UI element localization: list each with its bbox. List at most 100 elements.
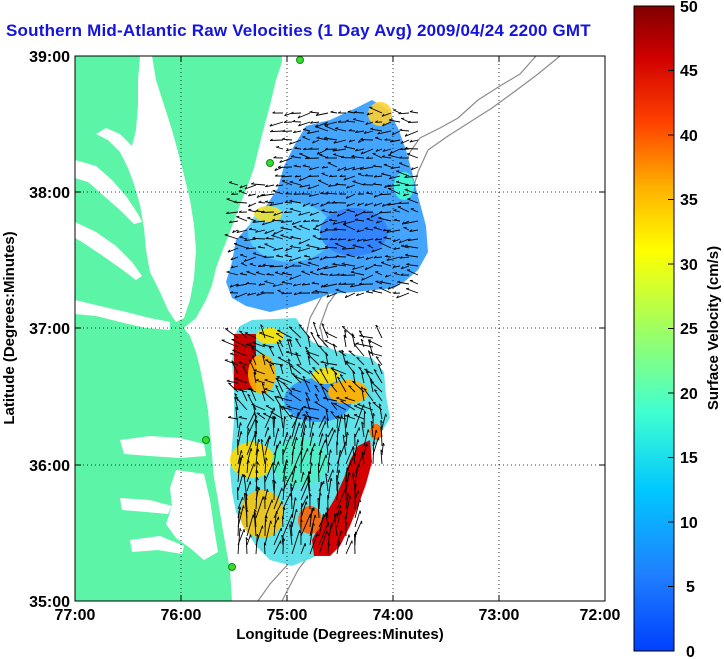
velocity-vector-head	[241, 389, 245, 393]
velocity-vector	[318, 449, 322, 465]
velocity-vector-head	[235, 396, 239, 399]
velocity-vector	[325, 192, 338, 195]
velocity-vector	[326, 417, 329, 429]
velocity-vector	[308, 193, 320, 197]
velocity-vector	[317, 179, 329, 186]
velocity-vector-head	[309, 212, 313, 216]
velocity-vector-head	[354, 433, 357, 437]
velocity-vector	[396, 170, 410, 177]
velocity-vector-head	[298, 212, 302, 216]
albemarle-sound	[120, 436, 206, 458]
velocity-vector	[381, 112, 392, 117]
velocity-vector	[347, 238, 356, 242]
velocity-vector	[324, 137, 338, 141]
velocity-vector-head	[317, 532, 319, 536]
velocity-vector-head	[234, 396, 238, 400]
velocity-vector-head	[240, 450, 243, 454]
velocity-vector	[367, 350, 374, 366]
velocity-vector	[229, 220, 239, 224]
velocity-vector	[282, 493, 291, 510]
velocity-vector	[409, 280, 419, 285]
velocity-vector-head	[238, 361, 242, 363]
velocity-vector-head	[335, 288, 339, 291]
velocity-vector-head	[247, 393, 251, 397]
velocity-vector-head	[272, 218, 276, 221]
velocity-vector-head	[397, 280, 401, 283]
velocity-vector-head	[366, 112, 370, 116]
velocity-vector-head	[340, 530, 343, 534]
velocity-vector-head	[265, 184, 268, 188]
velocity-vector	[310, 202, 320, 207]
velocity-vector	[352, 180, 365, 186]
velocity-vector	[249, 228, 257, 231]
velocity-vector	[330, 402, 338, 411]
velocity-vector-head	[242, 473, 244, 478]
velocity-vector-head	[325, 156, 329, 159]
velocity-vector-head	[294, 174, 298, 178]
velocity-vector	[273, 247, 284, 251]
velocity-vector-head	[384, 254, 388, 257]
velocity-vector-head	[326, 417, 330, 421]
velocity-vector-head	[299, 530, 301, 534]
velocity-vector-head	[372, 412, 375, 416]
velocity-vector	[239, 236, 248, 240]
velocity-vector	[253, 372, 257, 384]
velocity-vector-head	[340, 155, 344, 158]
velocity-vector-head	[373, 203, 377, 207]
velocity-vector	[309, 432, 314, 447]
velocity-vector-head	[390, 139, 393, 143]
velocity-vector-head	[312, 421, 315, 425]
velocity-vector	[363, 238, 374, 242]
velocity-vector	[385, 274, 392, 278]
velocity-vector-head	[363, 130, 367, 134]
velocity-vector-head	[289, 338, 292, 342]
velocity-vector-head	[282, 448, 285, 453]
velocity-vector-head	[319, 383, 323, 386]
velocity-vector-head	[302, 471, 305, 476]
velocity-vector-head	[281, 291, 285, 295]
velocity-vector	[389, 175, 401, 180]
velocity-vector	[310, 121, 320, 124]
velocity-vector	[360, 339, 365, 348]
velocity-vector	[234, 292, 248, 299]
velocity-vector-head	[295, 465, 297, 469]
velocity-vector	[370, 420, 374, 438]
velocity-vector-head	[273, 213, 276, 216]
velocity-vector	[372, 165, 383, 168]
velocity-vector-head	[301, 192, 305, 195]
velocity-vector	[230, 256, 239, 261]
velocity-vector-head	[328, 218, 332, 221]
velocity-vector-head	[351, 154, 355, 157]
velocity-vector-head	[291, 222, 295, 225]
velocity-vector	[271, 235, 284, 240]
velocity-vector-head	[337, 427, 340, 431]
velocity-vector	[286, 148, 293, 152]
velocity-vector	[303, 220, 311, 223]
velocity-vector-head	[348, 128, 352, 132]
velocity-vector	[391, 130, 401, 136]
velocity-vector	[314, 125, 329, 132]
velocity-vector-head	[281, 405, 285, 408]
velocity-vector	[239, 273, 248, 276]
velocity-vector-head	[312, 432, 315, 436]
velocity-vector-head	[261, 525, 264, 529]
velocity-vector-head	[392, 239, 396, 243]
velocity-vector-head	[239, 272, 244, 275]
velocity-vector	[318, 421, 327, 438]
velocity-vector	[361, 274, 374, 281]
velocity-vector	[328, 211, 338, 214]
velocity-vector	[273, 229, 284, 235]
velocity-vector-head	[373, 226, 377, 229]
velocity-vector-head	[337, 120, 341, 123]
velocity-vector	[318, 345, 329, 357]
velocity-vector-head	[357, 139, 361, 143]
velocity-vector	[255, 496, 264, 519]
velocity-vector	[316, 137, 329, 141]
velocity-vector-head	[268, 346, 272, 349]
velocity-vector-head	[355, 531, 358, 535]
velocity-vector-head	[303, 432, 306, 436]
velocity-vector-head	[276, 341, 280, 345]
velocity-vector-head	[337, 415, 340, 419]
velocity-vector	[325, 148, 338, 150]
velocity-vector-head	[337, 111, 342, 114]
